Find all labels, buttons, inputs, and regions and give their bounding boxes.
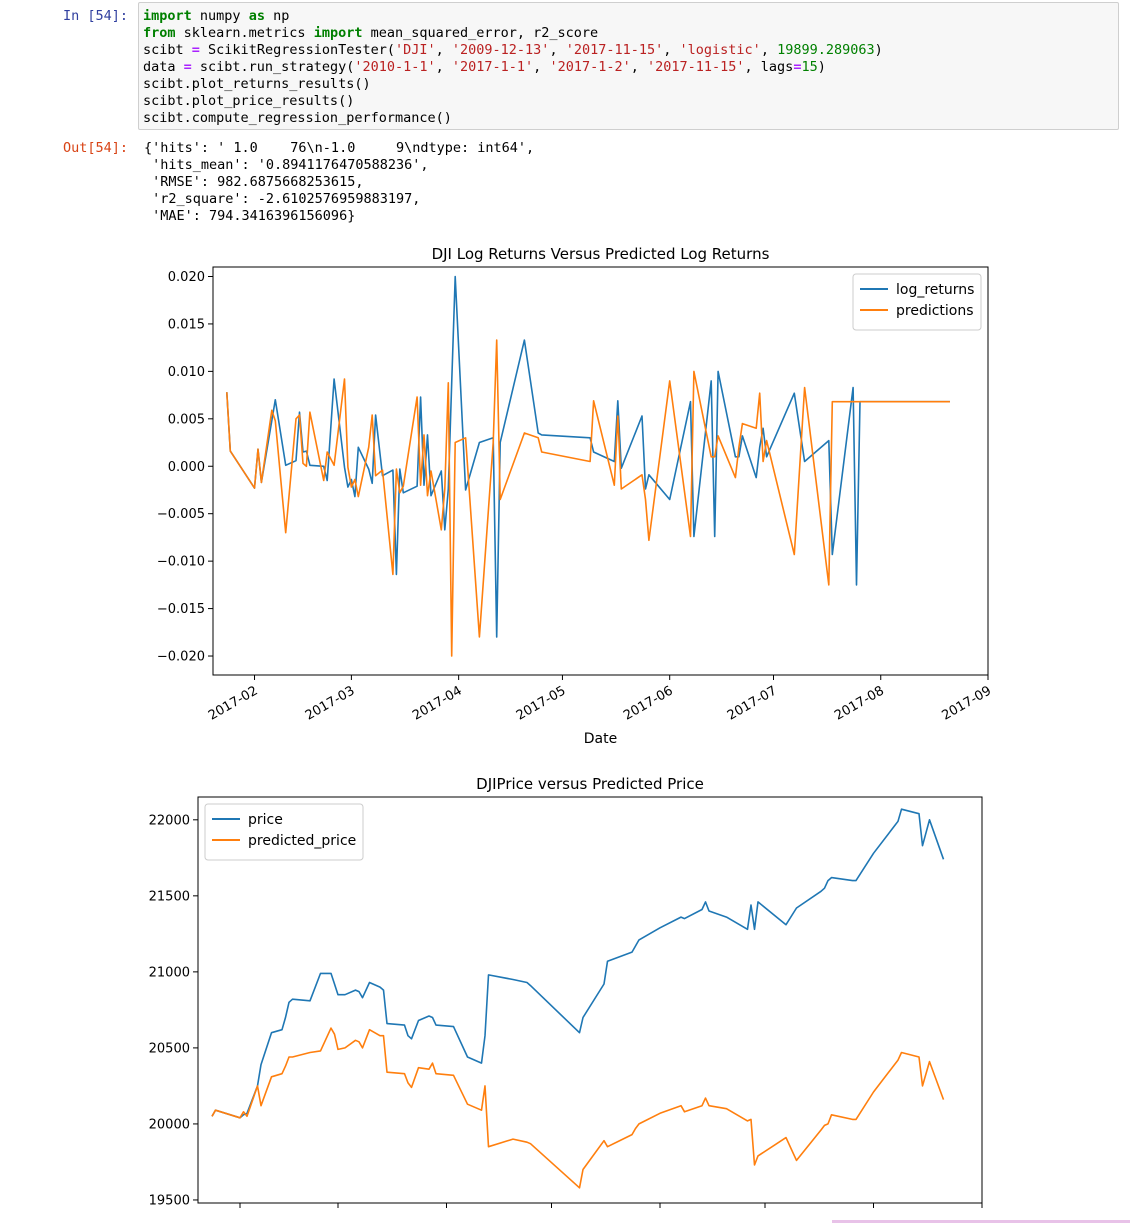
y-tick-label: 0.015 xyxy=(168,317,205,332)
y-tick-label: −0.015 xyxy=(157,602,205,617)
y-tick-label: −0.005 xyxy=(157,507,205,522)
code-token: 15 xyxy=(801,59,818,75)
legend-label: predicted_price xyxy=(248,833,356,849)
output-line: 'RMSE': 982.6875668253615, xyxy=(144,174,364,190)
x-tick-label: 2017-06 xyxy=(621,683,676,723)
code-token: import xyxy=(313,25,363,41)
plot-frame xyxy=(212,266,989,676)
code-token: scibt.run_strategy( xyxy=(191,59,355,75)
code-token: scibt.compute_regression_performance() xyxy=(143,110,452,126)
code-token: '2017-11-15' xyxy=(646,59,745,75)
code-token: data xyxy=(143,59,184,75)
legend-label: predictions xyxy=(896,303,974,319)
code-token: , xyxy=(435,42,452,58)
y-tick-label: 21000 xyxy=(149,965,190,980)
x-axis-label: Date xyxy=(584,731,617,747)
x-tick-label: 2017-09 xyxy=(939,683,994,723)
output-line: 'hits_mean': '0.8941176470588236', xyxy=(144,157,429,173)
code-line: scibt.plot_returns_results() xyxy=(143,76,1114,93)
y-tick-label: 0.000 xyxy=(168,460,205,475)
code-token: np xyxy=(264,8,290,24)
code-token: 'logistic' xyxy=(679,42,761,58)
output-line: 'r2_square': -2.6102576959883197, xyxy=(144,191,421,207)
y-tick-label: −0.020 xyxy=(157,650,205,665)
legend-label: price xyxy=(248,812,283,828)
price-chart: DJIPrice versus Predicted Price 19500 2000… xyxy=(0,768,1137,1227)
code-token: , xyxy=(760,42,778,58)
y-tick-label: 21500 xyxy=(149,889,190,904)
x-tick-label: 2017-04 xyxy=(410,683,465,723)
output-line: 'MAE': 794.3416396156096} xyxy=(144,208,356,224)
y-tick-label: 20000 xyxy=(149,1117,190,1132)
code-cell[interactable]: import numpy as np from sklearn.metrics i… xyxy=(138,2,1119,130)
price-chart-svg: DJIPrice versus Predicted Price 19500 2000… xyxy=(149,775,983,1208)
scroll-indicator xyxy=(832,1220,1130,1223)
code-token: = xyxy=(191,42,200,58)
code-token: , xyxy=(663,42,680,58)
code-token: ) xyxy=(817,59,826,75)
y-tick-label: 19500 xyxy=(149,1193,190,1208)
code-token: '2017-1-2' xyxy=(549,59,631,75)
series-line-price xyxy=(211,808,945,1119)
code-line: data = scibt.run_strategy('2010-1-1', '2… xyxy=(143,59,1114,76)
code-token: numpy xyxy=(191,8,249,24)
code-token: sklearn.metrics xyxy=(175,25,314,41)
y-tick-label: 0.020 xyxy=(168,270,205,285)
code-token: = xyxy=(793,59,802,75)
code-token: ) xyxy=(874,42,883,58)
code-token: 19899.289063 xyxy=(777,42,875,58)
legend-label: log_returns xyxy=(896,282,974,298)
y-tick-label: 20500 xyxy=(149,1041,190,1056)
code-token: '2017-1-1' xyxy=(451,59,534,75)
series-line-log_returns xyxy=(226,275,950,638)
code-line: scibt.plot_price_results() xyxy=(143,93,1114,110)
x-tick-label: 2017-05 xyxy=(514,683,569,723)
series-line-predicted_price xyxy=(211,1027,945,1189)
x-tick-label: 2017-03 xyxy=(303,683,358,723)
code-token: as xyxy=(248,8,265,24)
code-token: 'DJI' xyxy=(395,42,436,58)
y-tick-label: 0.005 xyxy=(168,412,205,427)
code-token: import xyxy=(143,8,192,24)
code-token: scibt.plot_returns_results() xyxy=(143,76,371,92)
y-tick-label: 0.010 xyxy=(168,365,205,380)
code-token: scibt.plot_price_results() xyxy=(143,93,355,109)
code-token: = xyxy=(183,59,192,75)
returns-chart-svg: DJI Log Returns Versus Predicted Log Ret… xyxy=(157,245,994,747)
x-tick-label: 2017-08 xyxy=(832,683,887,723)
y-tick-label: −0.010 xyxy=(157,555,205,570)
code-token: , lags xyxy=(744,59,794,75)
series-line-predictions xyxy=(226,339,950,657)
plot-frame xyxy=(197,796,983,1204)
returns-chart: DJI Log Returns Versus Predicted Log Ret… xyxy=(0,238,1137,757)
code-token: mean_squared_error, r2_score xyxy=(362,25,599,41)
code-token: from xyxy=(143,25,176,41)
code-token: , xyxy=(549,42,566,58)
code-token: scibt xyxy=(143,42,192,58)
output-text: {'hits': ' 1.0 76\n-1.0 9\ndtype: int64'… xyxy=(144,140,534,225)
code-token: , xyxy=(435,59,452,75)
code-token: '2010-1-1' xyxy=(354,59,436,75)
chart-title: DJI Log Returns Versus Predicted Log Ret… xyxy=(432,245,770,263)
x-tick-label: 2017-07 xyxy=(725,683,780,723)
legend xyxy=(204,803,364,861)
code-line: from sklearn.metrics import mean_squared… xyxy=(143,25,1114,42)
chart-title: DJIPrice versus Predicted Price xyxy=(476,775,704,793)
input-prompt: In [54]: xyxy=(62,8,128,24)
y-tick-label: 22000 xyxy=(149,813,190,828)
code-token: , xyxy=(533,59,550,75)
code-line: import numpy as np xyxy=(143,8,1114,25)
x-tick-label: 2017-02 xyxy=(206,683,261,723)
code-token: ScikitRegressionTester( xyxy=(199,42,395,58)
code-token: '2017-11-15' xyxy=(565,42,664,58)
output-line: {'hits': ' 1.0 76\n-1.0 9\ndtype: int64'… xyxy=(144,140,535,156)
code-token: '2009-12-13' xyxy=(451,42,550,58)
output-prompt: Out[54]: xyxy=(62,140,128,156)
code-token: , xyxy=(630,59,647,75)
code-line: scibt.compute_regression_performance() xyxy=(143,110,1114,127)
code-line: scibt = ScikitRegressionTester('DJI', '2… xyxy=(143,42,1114,59)
